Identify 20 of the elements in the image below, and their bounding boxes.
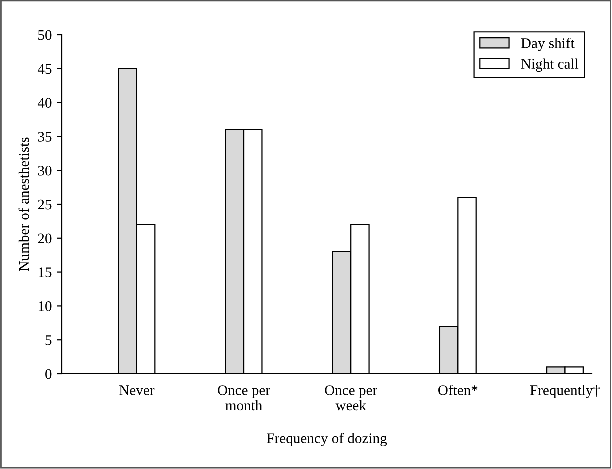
y-axis-title: Number of anesthetists: [18, 138, 30, 272]
y-tick-label: 40: [38, 98, 52, 108]
y-tick-label: 10: [38, 302, 52, 312]
x-tick-label: Once per week: [325, 386, 378, 411]
y-tick-label: 15: [38, 268, 52, 278]
y-tick-label: 30: [38, 166, 52, 176]
legend-label: Day shift: [521, 38, 575, 52]
x-tick-label: Once per month: [218, 386, 270, 411]
y-tick-label: 35: [38, 132, 52, 142]
x-axis-title: Frequency of dozing: [267, 433, 388, 446]
y-tick-label: 0: [46, 369, 52, 380]
x-tick-label: Frequently†: [530, 385, 600, 398]
y-tick-label: 50: [38, 30, 52, 40]
x-tick-label: Never: [120, 386, 155, 396]
y-tick-label: 25: [38, 200, 52, 210]
y-tick-label: 20: [38, 234, 52, 244]
legend-label: Night call: [521, 58, 579, 72]
y-tick-label: 5: [46, 336, 52, 346]
y-tick-label: 45: [38, 64, 52, 74]
x-tick-label: Often*: [438, 384, 478, 396]
